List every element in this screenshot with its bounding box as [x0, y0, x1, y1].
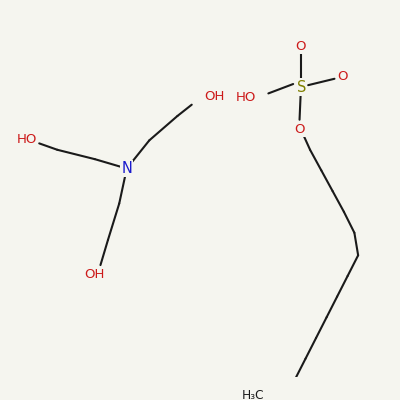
Text: OH: OH [204, 90, 224, 102]
Text: HO: HO [236, 91, 256, 104]
Text: H₃C: H₃C [242, 389, 264, 400]
Text: S: S [297, 80, 306, 94]
Text: HO: HO [16, 133, 37, 146]
Text: N: N [121, 161, 132, 176]
Text: OH: OH [84, 268, 104, 281]
Text: O: O [294, 123, 305, 136]
Text: O: O [338, 70, 348, 83]
Text: O: O [296, 40, 306, 53]
